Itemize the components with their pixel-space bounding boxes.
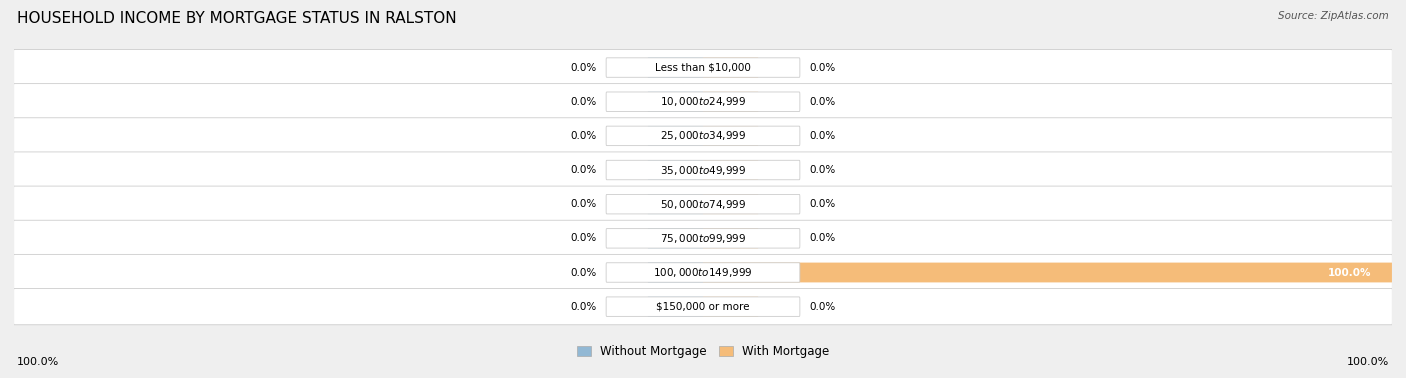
Text: $150,000 or more: $150,000 or more: [657, 302, 749, 311]
Text: 0.0%: 0.0%: [569, 63, 596, 73]
Text: 100.0%: 100.0%: [1347, 357, 1389, 367]
Text: 0.0%: 0.0%: [569, 97, 596, 107]
Text: 100.0%: 100.0%: [1327, 268, 1371, 277]
FancyBboxPatch shape: [703, 297, 758, 316]
Text: $25,000 to $34,999: $25,000 to $34,999: [659, 129, 747, 143]
FancyBboxPatch shape: [606, 263, 800, 282]
Text: 100.0%: 100.0%: [17, 357, 59, 367]
Text: 0.0%: 0.0%: [810, 199, 837, 209]
FancyBboxPatch shape: [14, 84, 1392, 120]
FancyBboxPatch shape: [606, 58, 800, 77]
Text: 0.0%: 0.0%: [810, 97, 837, 107]
FancyBboxPatch shape: [648, 263, 703, 282]
FancyBboxPatch shape: [703, 92, 758, 112]
Text: 0.0%: 0.0%: [810, 131, 837, 141]
FancyBboxPatch shape: [703, 160, 758, 180]
Text: 0.0%: 0.0%: [810, 63, 837, 73]
FancyBboxPatch shape: [14, 288, 1392, 325]
Text: 0.0%: 0.0%: [569, 165, 596, 175]
FancyBboxPatch shape: [606, 297, 800, 316]
FancyBboxPatch shape: [14, 220, 1392, 256]
FancyBboxPatch shape: [14, 118, 1392, 154]
Text: $10,000 to $24,999: $10,000 to $24,999: [659, 95, 747, 108]
FancyBboxPatch shape: [14, 186, 1392, 222]
Text: 0.0%: 0.0%: [569, 233, 596, 243]
Text: 0.0%: 0.0%: [810, 165, 837, 175]
FancyBboxPatch shape: [703, 126, 758, 146]
FancyBboxPatch shape: [703, 228, 758, 248]
FancyBboxPatch shape: [648, 297, 703, 316]
FancyBboxPatch shape: [606, 92, 800, 112]
Legend: Without Mortgage, With Mortgage: Without Mortgage, With Mortgage: [572, 340, 834, 363]
Text: $75,000 to $99,999: $75,000 to $99,999: [659, 232, 747, 245]
Text: Source: ZipAtlas.com: Source: ZipAtlas.com: [1278, 11, 1389, 21]
Text: Less than $10,000: Less than $10,000: [655, 63, 751, 73]
FancyBboxPatch shape: [606, 126, 800, 146]
Text: $50,000 to $74,999: $50,000 to $74,999: [659, 198, 747, 211]
FancyBboxPatch shape: [606, 229, 800, 248]
FancyBboxPatch shape: [648, 92, 703, 112]
FancyBboxPatch shape: [648, 194, 703, 214]
FancyBboxPatch shape: [703, 194, 758, 214]
FancyBboxPatch shape: [606, 194, 800, 214]
FancyBboxPatch shape: [703, 263, 1392, 282]
Text: 0.0%: 0.0%: [569, 199, 596, 209]
FancyBboxPatch shape: [648, 228, 703, 248]
Text: 0.0%: 0.0%: [569, 302, 596, 311]
Text: 0.0%: 0.0%: [810, 233, 837, 243]
Text: 0.0%: 0.0%: [569, 131, 596, 141]
Text: 0.0%: 0.0%: [569, 268, 596, 277]
Text: 0.0%: 0.0%: [810, 302, 837, 311]
FancyBboxPatch shape: [606, 160, 800, 180]
FancyBboxPatch shape: [14, 254, 1392, 291]
FancyBboxPatch shape: [648, 126, 703, 146]
FancyBboxPatch shape: [648, 160, 703, 180]
Text: $35,000 to $49,999: $35,000 to $49,999: [659, 164, 747, 177]
FancyBboxPatch shape: [703, 58, 758, 77]
Text: HOUSEHOLD INCOME BY MORTGAGE STATUS IN RALSTON: HOUSEHOLD INCOME BY MORTGAGE STATUS IN R…: [17, 11, 457, 26]
Text: $100,000 to $149,999: $100,000 to $149,999: [654, 266, 752, 279]
FancyBboxPatch shape: [14, 152, 1392, 188]
FancyBboxPatch shape: [648, 58, 703, 77]
FancyBboxPatch shape: [14, 50, 1392, 86]
